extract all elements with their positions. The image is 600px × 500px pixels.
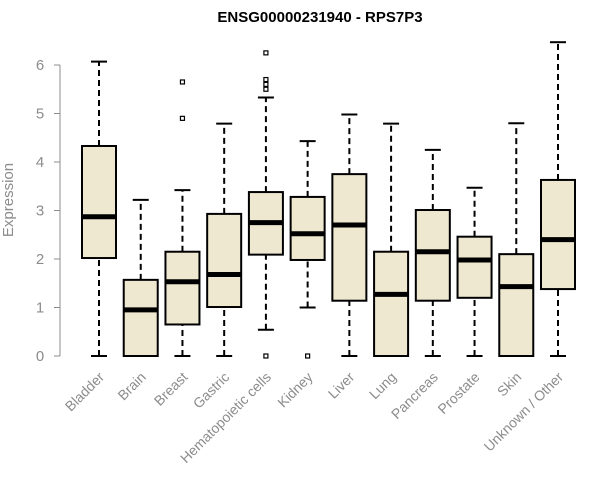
x-label-kidney: Kidney — [274, 369, 316, 411]
iqr-box-prostate — [456, 235, 493, 299]
y-tick-label-1: 1 — [36, 300, 44, 317]
box-lung — [373, 122, 410, 358]
box-prostate — [456, 186, 493, 357]
iqr-box-liver — [331, 173, 368, 302]
iqr-box-skin — [498, 253, 535, 357]
y-axis-label: Expression — [0, 163, 17, 237]
x-label-prostate: Prostate — [434, 369, 482, 417]
y-tick-label-6: 6 — [36, 57, 44, 74]
iqr-box-unknown-other — [540, 178, 576, 291]
iqr-box-bladder — [81, 144, 117, 260]
box-breast — [164, 79, 201, 357]
x-label-skin: Skin — [494, 369, 525, 400]
boxes-group — [81, 41, 576, 359]
iqr-box-pancreas — [414, 209, 451, 302]
y-tick-label-4: 4 — [36, 154, 44, 171]
iqr-box-lung — [373, 250, 410, 358]
x-label-bladder: Bladder — [62, 369, 108, 415]
chart-title: ENSG00000231940 - RPS7P3 — [217, 9, 422, 26]
y-axis: 0 1 2 3 4 5 6 — [36, 57, 61, 365]
outlier-breast-0 — [179, 115, 186, 121]
box-gastric — [206, 122, 243, 357]
y-tick-label-0: 0 — [36, 348, 44, 365]
box-hematopoietic-cells — [247, 50, 284, 359]
outlier-hematopoietic-cells-3 — [263, 76, 269, 83]
box-kidney — [289, 140, 326, 359]
outlier-hematopoietic-cells-4 — [263, 50, 269, 56]
box-skin — [498, 122, 535, 357]
y-tick-label-2: 2 — [36, 251, 44, 268]
iqr-box-breast — [164, 250, 201, 326]
outlier-kidney-0 — [305, 353, 311, 359]
x-label-unknown-other: Unknown / Other — [481, 369, 567, 455]
iqr-box-brain — [122, 278, 159, 358]
x-label-brain: Brain — [114, 369, 148, 403]
box-bladder — [81, 60, 117, 357]
box-brain — [122, 198, 159, 358]
y-tick-label-3: 3 — [36, 203, 44, 220]
outlier-hematopoietic-cells-1 — [263, 86, 269, 92]
iqr-box-gastric — [206, 212, 243, 309]
x-label-lung: Lung — [366, 369, 399, 402]
outlier-hematopoietic-cells-2 — [263, 81, 269, 88]
box-pancreas — [414, 148, 451, 357]
box-unknown-other — [540, 41, 576, 357]
outlier-breast-1 — [179, 79, 186, 85]
outlier-hematopoietic-cells-0 — [263, 353, 269, 359]
x-label-liver: Liver — [325, 369, 358, 402]
y-tick-label-5: 5 — [36, 106, 44, 123]
box-liver — [331, 113, 368, 357]
iqr-box-kidney — [289, 195, 326, 261]
x-label-breast: Breast — [151, 369, 191, 409]
